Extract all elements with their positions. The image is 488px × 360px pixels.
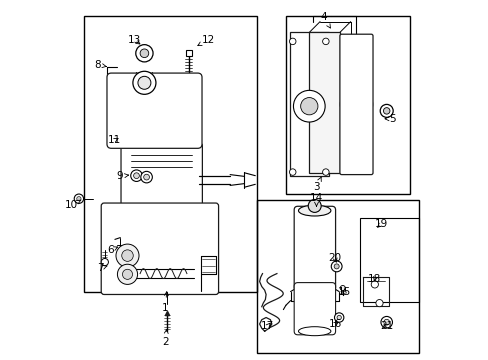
FancyBboxPatch shape [294,283,335,335]
Circle shape [77,197,81,201]
Circle shape [74,194,83,203]
Text: 21: 21 [379,321,392,331]
FancyBboxPatch shape [101,203,218,294]
Circle shape [116,244,139,267]
Text: 14: 14 [309,193,323,206]
Circle shape [333,264,339,269]
Text: 13: 13 [128,35,141,45]
Circle shape [364,162,370,169]
Text: 18: 18 [367,274,381,284]
Circle shape [122,250,133,261]
Bar [289,32,328,176]
Circle shape [143,174,149,180]
Text: 6: 6 [107,245,118,255]
Circle shape [300,98,317,115]
Circle shape [383,108,389,114]
Circle shape [140,49,148,58]
Text: 8: 8 [94,60,106,70]
Text: 1: 1 [162,292,168,313]
Circle shape [136,45,153,62]
Ellipse shape [298,205,330,216]
Circle shape [364,42,370,48]
Circle shape [293,90,325,122]
Circle shape [141,171,152,183]
FancyBboxPatch shape [107,73,202,148]
Circle shape [289,38,295,45]
Circle shape [347,95,365,113]
Circle shape [340,285,345,291]
Bar [257,200,418,353]
Circle shape [383,319,389,325]
Circle shape [130,170,142,181]
Text: 20: 20 [328,253,341,264]
Circle shape [375,300,382,307]
Circle shape [342,162,348,169]
Circle shape [289,169,295,175]
Text: 16: 16 [328,319,341,329]
FancyBboxPatch shape [121,143,202,208]
Circle shape [330,261,342,272]
Text: 12: 12 [197,35,215,46]
Text: 19: 19 [374,219,387,229]
Text: 9: 9 [116,171,128,181]
Circle shape [322,169,328,175]
Bar [84,16,257,292]
Circle shape [370,281,378,288]
Circle shape [122,269,132,279]
Circle shape [334,313,343,322]
Circle shape [101,258,108,266]
Text: 2: 2 [162,329,168,347]
Ellipse shape [298,327,330,336]
Ellipse shape [297,283,331,292]
Circle shape [133,173,139,179]
Circle shape [307,199,321,212]
Circle shape [380,316,392,328]
Text: 17: 17 [261,321,274,331]
Text: 11: 11 [107,135,121,145]
Circle shape [342,42,348,48]
Bar [285,16,409,194]
Circle shape [133,71,156,94]
FancyBboxPatch shape [294,206,335,291]
Text: 3: 3 [312,177,321,192]
Text: 10: 10 [65,200,81,210]
FancyBboxPatch shape [339,34,372,175]
Circle shape [322,38,328,45]
Text: 5: 5 [385,114,395,124]
Text: 15: 15 [337,287,350,297]
Circle shape [340,88,372,121]
Circle shape [138,76,151,89]
Circle shape [117,264,137,284]
Bar [309,32,339,173]
Circle shape [380,104,392,117]
Circle shape [336,315,341,320]
Text: 7: 7 [97,263,107,273]
Bar [359,218,418,302]
Text: 4: 4 [320,12,330,28]
